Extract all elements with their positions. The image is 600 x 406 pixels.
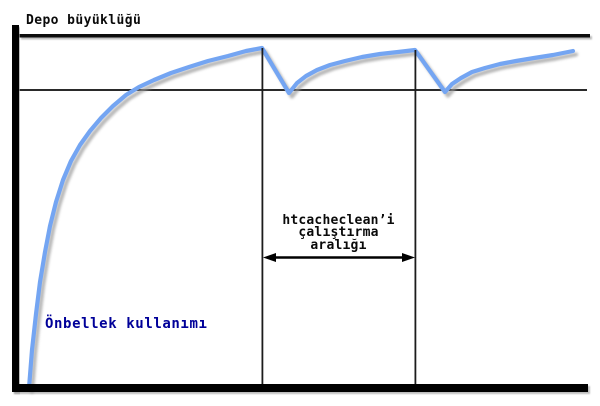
interval-annotation-line1: htcacheclean’i [282,213,395,228]
clean-threshold-line [19,89,587,91]
interval-arrow-left-head [263,253,276,262]
storage-limit-line [19,34,590,38]
cache-usage-curve-shadow [29,49,579,394]
htcacheclean-run-line-2 [414,50,417,384]
htcacheclean-run-line-1 [261,48,264,384]
interval-annotation-line2: çalıştırma [298,225,379,241]
cache-usage-curve-label: Önbellek kullanımı [45,316,208,332]
interval-arrow-right-head [402,253,415,262]
cache-usage-curve [26,45,576,391]
y-axis [12,25,19,392]
y-axis-title: Depo büyüklüğü [26,13,142,28]
interval-annotation-line3: aralığı [310,237,367,253]
interval-annotation: htcacheclean’i çalıştırma aralığı [262,213,415,253]
x-axis [12,384,588,392]
